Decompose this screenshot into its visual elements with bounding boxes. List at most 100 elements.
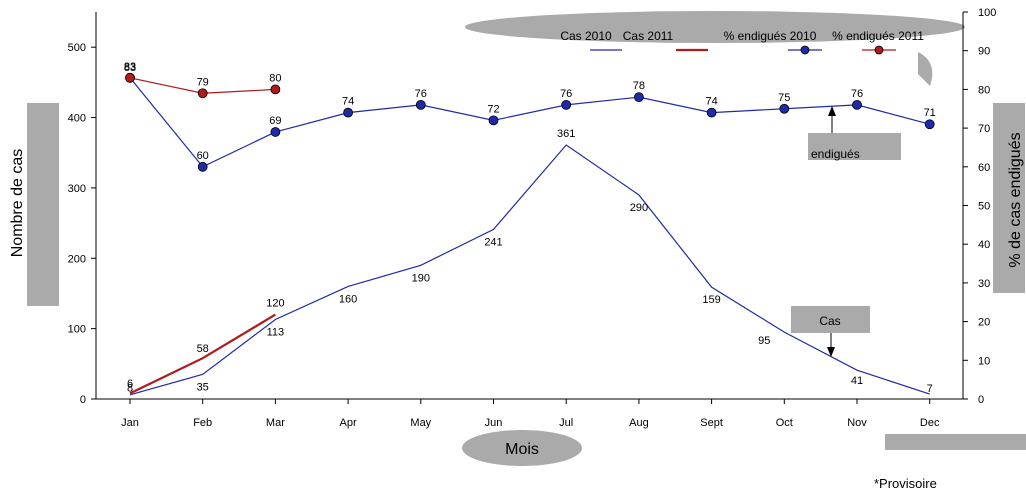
legend: Cas 2010 Cas 2011 % endigués 2010 % endigué… [560,29,924,55]
ylabel-right-box [993,103,1025,293]
right-tick-label: 30 [978,278,990,290]
data-point [415,99,426,110]
series-cas-2010: 6 35 113 160 190 241 361 290 159 95 41 7 [127,128,933,396]
data-label: 361 [557,128,575,140]
data-label: 83 [124,62,136,74]
footer-grey-bar [885,434,1026,450]
data-label: 76 [415,88,427,100]
left-axis-ticks: 0 100 200 300 400 500 [68,42,96,406]
x-tick-label: Nov [847,417,867,429]
xlabel-background [462,430,582,466]
data-label: 241 [484,236,502,248]
xlabel: Mois [505,441,539,458]
right-axis-ticks: 0 10 20 30 40 50 60 70 80 90 100 [963,7,996,406]
right-tick-label: 80 [978,84,990,96]
data-point [488,115,499,126]
legend-swatch-marker [800,45,810,55]
legend-curl-decoration [918,52,933,86]
data-point [270,127,281,137]
x-tick-label: Jan [121,417,139,429]
series-line-cas-2011 [129,313,276,395]
data-label: 160 [339,293,357,305]
legend-background [465,11,965,43]
x-tick-label: Jul [559,417,573,429]
data-point [924,119,935,130]
data-label: 72 [487,103,499,115]
data-label: 41 [851,375,863,387]
series-line-cas-2010 [129,144,930,396]
data-label: 6 [127,378,133,390]
right-tick-label: 20 [978,317,990,329]
data-label: 71 [924,107,936,119]
series-line-endigu-s-2010 [129,77,930,168]
left-tick-label: 0 [80,394,86,406]
annotation-cas: Cas [819,314,840,328]
data-label: 75 [778,92,790,104]
annotation-endigues: endigués [811,147,860,161]
data-label: 35 [197,381,209,393]
data-point [561,99,572,110]
x-tick-label: Oct [776,417,793,429]
annotation-arrowhead-cas [827,347,835,357]
legend-label: Cas 2010 [560,29,612,43]
left-tick-label: 300 [68,183,86,195]
series-cas-2011: 8 58 120 [127,298,285,395]
left-tick-label: 500 [68,42,86,54]
legend-label: % endigués 2011 [832,29,924,43]
right-tick-label: 100 [978,7,996,19]
right-tick-label: 50 [978,201,990,213]
left-tick-label: 100 [68,324,86,336]
data-label: 60 [197,150,209,162]
data-label: 83 [124,61,136,73]
right-tick-label: 40 [978,239,990,251]
x-tick-label: Mar [266,417,285,429]
x-tick-label: Sept [700,417,723,429]
right-tick-label: 60 [978,162,990,174]
left-tick-label: 200 [68,253,86,265]
data-point [125,72,135,83]
data-label: 8 [127,382,133,394]
data-label: 190 [412,272,430,284]
data-label: 78 [633,80,645,92]
data-label: 76 [560,88,572,100]
ylabel-left-box [27,103,59,306]
legend-swatch-marker [874,45,884,55]
footnote: *Provisoire [874,476,937,491]
x-tick-label: Dec [920,417,940,429]
x-tick-label: May [410,417,431,429]
data-label: 74 [342,96,354,108]
x-tick-label: Jun [485,417,503,429]
data-point [634,92,644,103]
data-point [779,103,790,114]
ylabel-right: % de cas endigués [1007,132,1024,267]
data-label: 7 [927,383,933,395]
legend-gap-box [904,46,918,64]
x-tick-label: Aug [629,417,649,429]
x-axis-ticks: Jan Feb Mar Apr May Jun Jul Aug Sept Oct Nov Dec [121,399,940,429]
data-label: 120 [266,298,284,310]
data-label: 113 [267,326,285,338]
data-point [270,84,281,95]
right-tick-label: 0 [978,394,984,406]
data-point [852,99,862,110]
data-label: 74 [705,96,717,108]
data-point [197,161,208,172]
annotation-box-endigues [808,133,901,160]
legend-label: % endigués 2010 [724,29,817,43]
series-layer: 6 351131601902413612901599541785812083606… [124,61,936,396]
data-label: 79 [197,76,209,88]
ylabel-left: Nombre de cas [9,149,26,258]
data-label: 290 [630,202,648,214]
data-label: 80 [269,72,281,84]
data-label: 76 [851,88,863,100]
left-tick-label: 400 [68,113,86,125]
data-label: 159 [702,294,720,306]
legend-label: Cas 2011 [623,29,674,43]
data-label: 58 [197,343,209,355]
data-point [197,88,208,99]
annotation-arrowhead-endigues [828,106,836,116]
annotation-box-cas [791,306,870,333]
data-label: 69 [269,115,281,127]
data-label: 95 [758,335,770,347]
